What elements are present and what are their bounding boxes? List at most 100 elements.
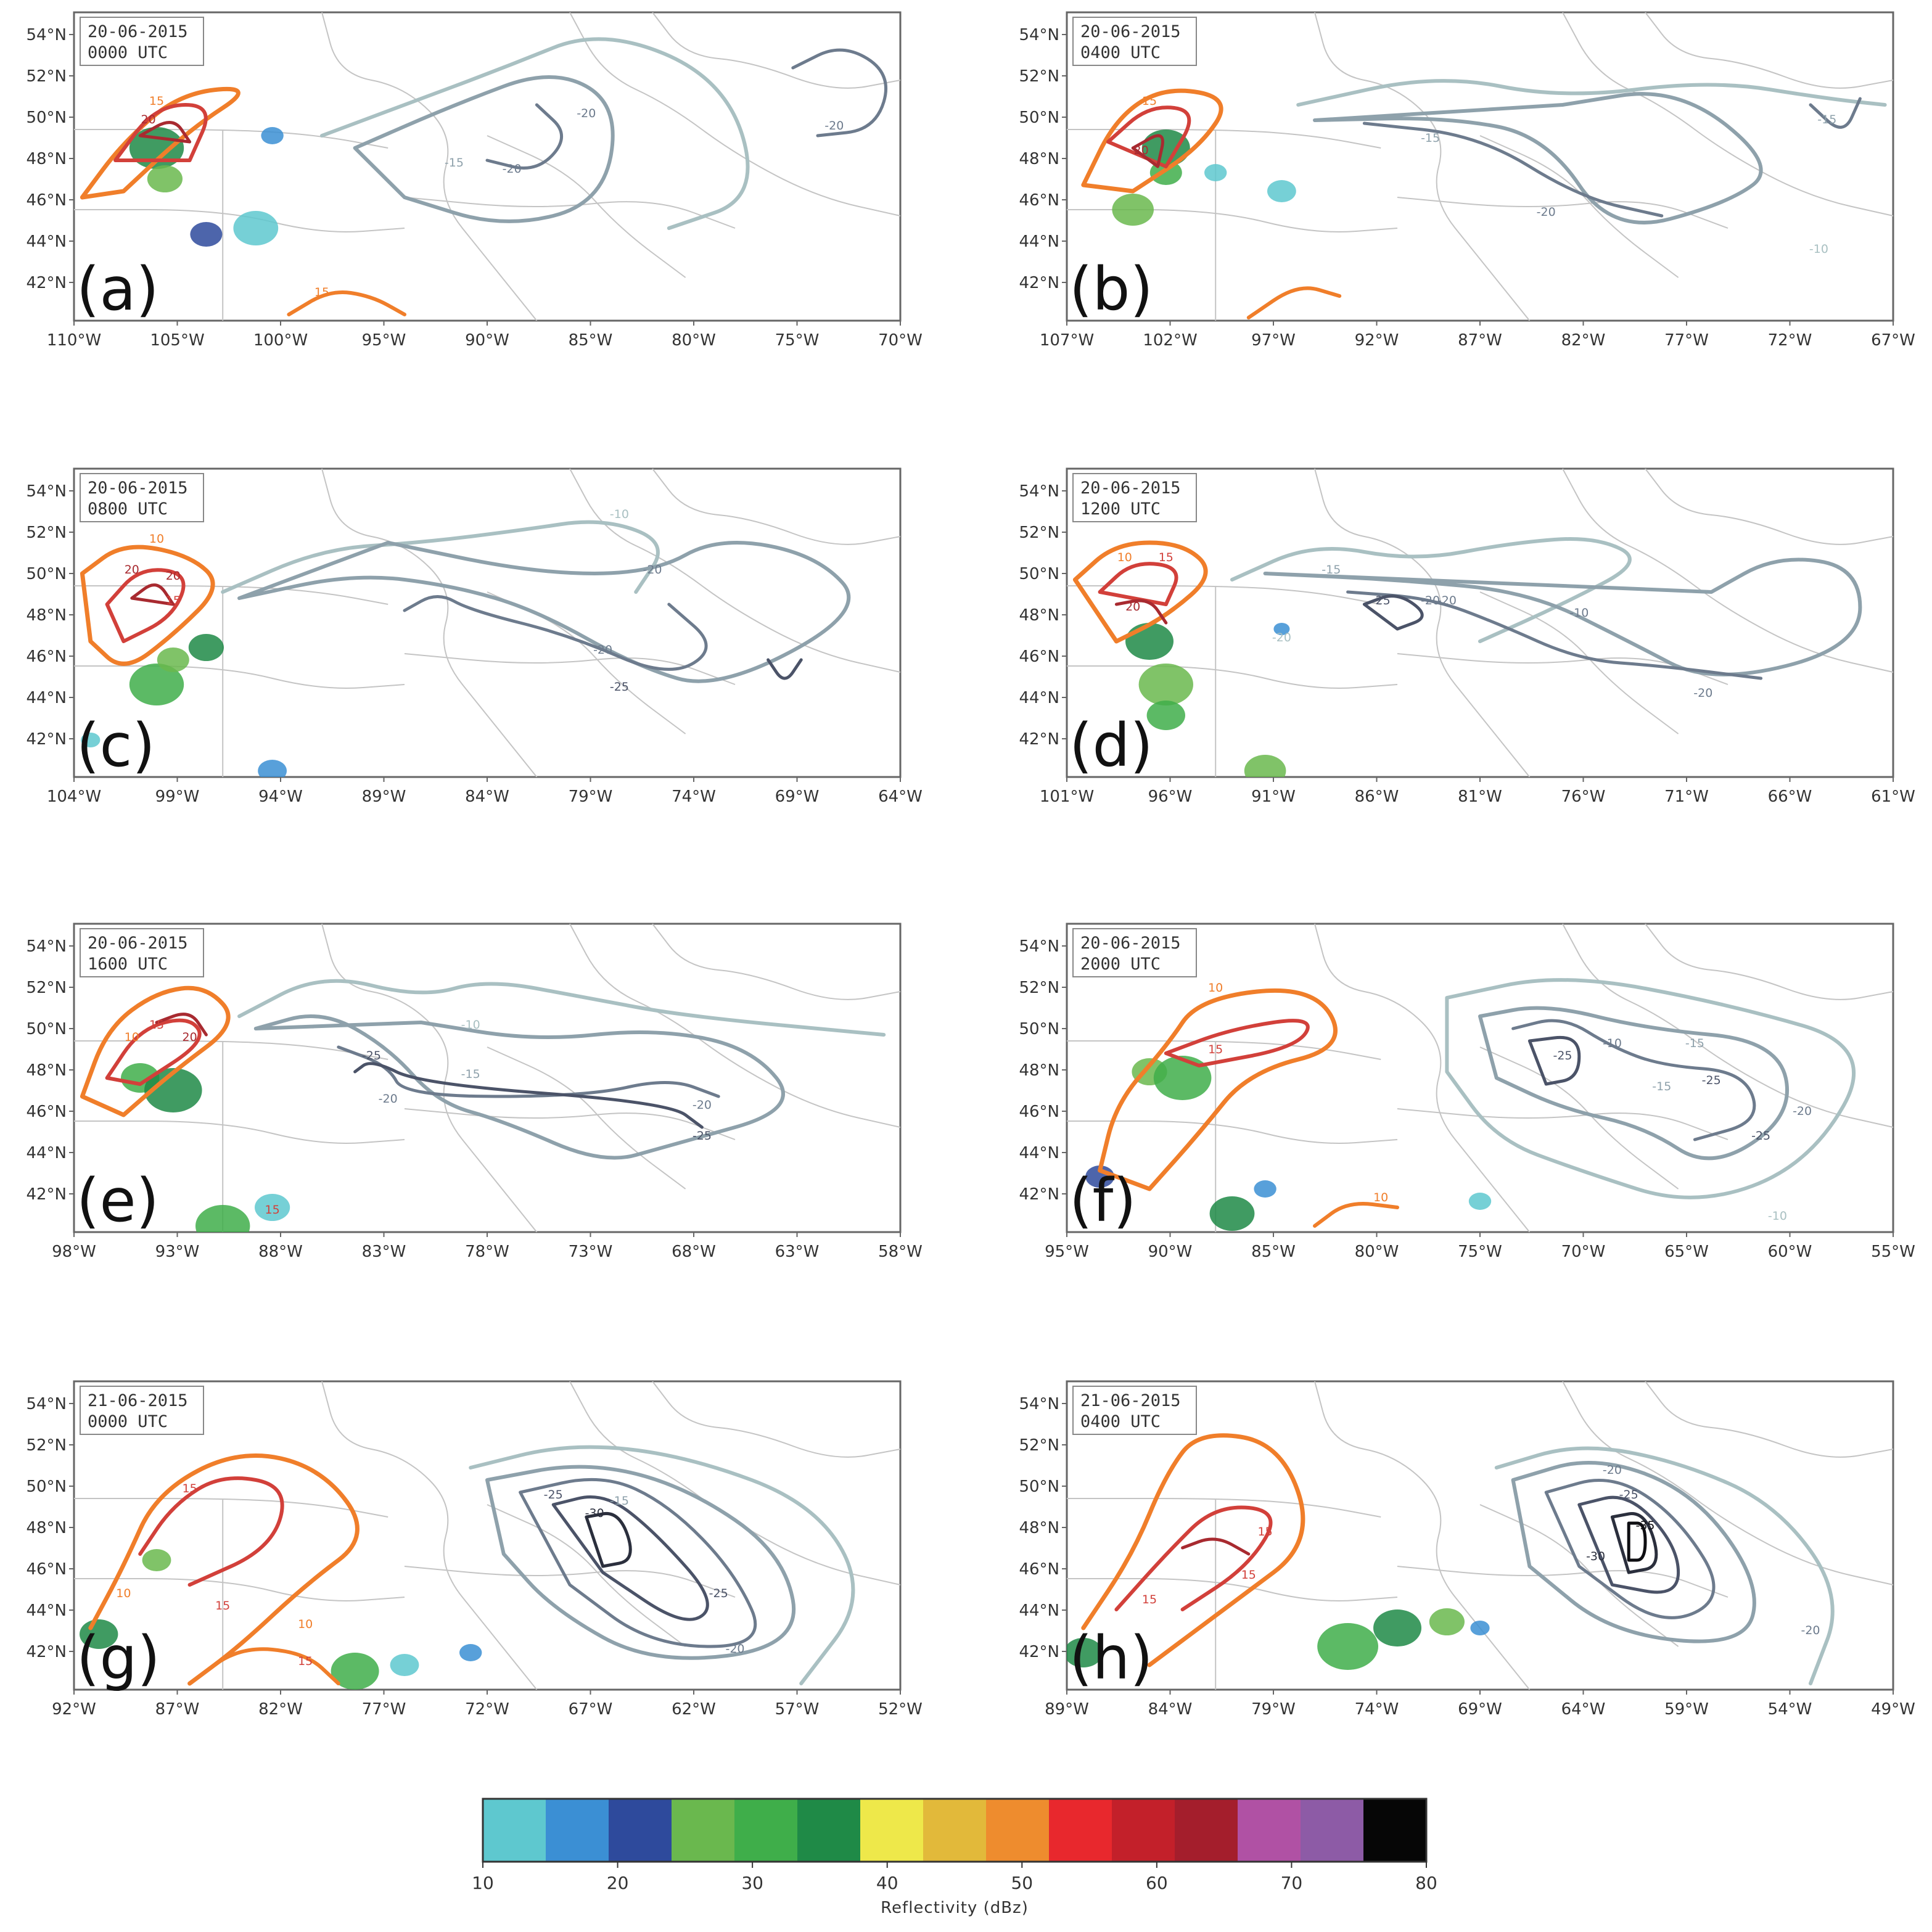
contour-label: -20 xyxy=(725,1642,744,1656)
contour-line xyxy=(469,1445,855,1685)
map-frame xyxy=(1066,467,1894,778)
x-tick-label: 88°W xyxy=(258,1243,303,1261)
x-tick-label: 90°W xyxy=(1148,1243,1193,1261)
timestamp-box xyxy=(80,1386,204,1435)
x-tick-label: 63°W xyxy=(775,1243,820,1261)
contour-line xyxy=(353,1062,704,1129)
y-tick-label: 54°N xyxy=(26,1395,67,1413)
y-tick-label: 50°N xyxy=(26,565,67,583)
border-line xyxy=(1562,12,1893,216)
y-tick-label: 46°N xyxy=(26,647,67,666)
contour-line xyxy=(1511,1019,1756,1141)
timestamp-box xyxy=(80,928,204,977)
radar-echo xyxy=(1254,1180,1276,1198)
colorbar-tick-label: 30 xyxy=(741,1873,763,1893)
map-content: 15 20 -15 -20 -15 -10 xyxy=(1067,12,1893,321)
contour-label: 15 xyxy=(1208,1043,1223,1056)
contour-label: 20 xyxy=(166,569,181,583)
contour-label: -10 xyxy=(1603,1037,1622,1050)
y-tick-label: 48°N xyxy=(1019,1519,1059,1537)
contour-line xyxy=(1577,1495,1680,1594)
border-line xyxy=(652,924,900,1000)
contour-line xyxy=(237,541,851,683)
x-tick-label: 69°W xyxy=(1458,1700,1502,1719)
contour-label: -25 xyxy=(1553,1049,1572,1063)
colorbar-tick-label: 70 xyxy=(1281,1873,1303,1893)
colorbar-cell xyxy=(609,1799,672,1862)
map-frame xyxy=(1066,11,1894,322)
y-tick-label: 42°N xyxy=(26,730,67,749)
colorbar-cell xyxy=(546,1799,609,1862)
x-tick-label: 62°W xyxy=(672,1700,716,1719)
contour-line xyxy=(1098,988,1338,1191)
y-tick-label: 54°N xyxy=(26,26,67,44)
contour-label: -20 xyxy=(1693,686,1712,700)
x-tick-label: 110°W xyxy=(47,331,101,350)
x-tick-label: 93°W xyxy=(155,1243,200,1261)
contour-label: -15 xyxy=(1421,131,1440,145)
contour-line xyxy=(1114,1505,1273,1611)
y-tick-label: 42°N xyxy=(26,274,67,292)
contour-label: 15 xyxy=(166,594,181,607)
border-line xyxy=(1067,1040,1381,1060)
contour-label: -20 xyxy=(1421,594,1440,607)
map-panel-b: 15 20 -15 -20 -15 -10 20-06-2015 0400 UTC (b) 54°… xyxy=(1019,11,1915,350)
x-tick-label: 85°W xyxy=(1251,1243,1296,1261)
y-tick-label: 46°N xyxy=(1019,647,1059,666)
contour-line xyxy=(138,121,192,144)
contour-label: 10 xyxy=(149,532,164,546)
y-tick-label: 46°N xyxy=(26,1560,67,1579)
x-tick-label: 72°W xyxy=(465,1700,509,1719)
y-tick-label: 48°N xyxy=(26,150,67,168)
contour-label: 15 xyxy=(215,1599,230,1613)
contour-label: 15 xyxy=(314,286,329,299)
radar-echo xyxy=(258,760,287,777)
colorbar-cell xyxy=(860,1799,924,1862)
radar-echo xyxy=(1153,1056,1212,1100)
x-tick-label: 64°W xyxy=(878,787,923,806)
x-tick-label: 87°W xyxy=(1458,331,1502,350)
border-line xyxy=(1562,469,1893,673)
contour-label: 15 xyxy=(1142,94,1157,108)
radar-echo xyxy=(1209,1196,1255,1231)
y-tick-label: 44°N xyxy=(26,232,67,251)
y-tick-label: 42°N xyxy=(1019,1643,1059,1661)
contour-label: -10 xyxy=(610,508,629,521)
y-tick-label: 54°N xyxy=(26,937,67,956)
x-tick-label: 84°W xyxy=(1148,1700,1193,1719)
map-frame xyxy=(1066,1380,1894,1691)
map-content: 10 15 -25 -15 -25 -15 -20 -25 -10 10 -10 xyxy=(1067,924,1893,1232)
contour-line xyxy=(1544,1479,1716,1619)
contour-line xyxy=(105,568,186,643)
map-panel-g: 15 15 10 10 15 -25 -30 -15 -25 -20 21-06-2015 0000 … xyxy=(26,1380,923,1719)
y-tick-label: 42°N xyxy=(1019,274,1059,292)
y-tick-label: 42°N xyxy=(1019,730,1059,749)
panel-date: 21-06-2015 xyxy=(88,1391,188,1410)
x-tick-label: 61°W xyxy=(1871,787,1915,806)
border-line xyxy=(569,12,900,216)
contour-line xyxy=(1131,134,1164,168)
y-tick-label: 42°N xyxy=(1019,1185,1059,1204)
contour-label: 20 xyxy=(141,113,156,126)
panel-date: 20-06-2015 xyxy=(1080,22,1181,41)
contour-label: -35 xyxy=(1635,1519,1655,1532)
colorbar-title: Reflectivity (dBz) xyxy=(881,1899,1029,1917)
contour-line xyxy=(1809,97,1862,129)
border-line xyxy=(1645,12,1893,89)
contour-line xyxy=(1627,1521,1647,1562)
border-line xyxy=(1645,924,1893,1000)
contour-label: -20 xyxy=(593,643,612,657)
x-tick-label: 49°W xyxy=(1871,1700,1915,1719)
contour-label: -15 xyxy=(610,1494,629,1508)
contour-label: -10 xyxy=(1768,1209,1787,1223)
contour-label: -20 xyxy=(643,563,662,577)
border-line xyxy=(1397,653,1729,685)
contour-line xyxy=(88,1453,360,1686)
map-panel-h: 15 15 15 -20 -25 -35 -30 -20 21-06-2015 0400 UTC (… xyxy=(1019,1380,1915,1719)
y-tick-label: 52°N xyxy=(26,67,67,86)
x-tick-label: 68°W xyxy=(672,1243,716,1261)
panel-date: 21-06-2015 xyxy=(1080,1391,1181,1410)
border-line xyxy=(74,1040,388,1060)
contour-line xyxy=(1478,1006,1790,1161)
map-panel-f: 10 15 -25 -15 -25 -15 -20 -25 -10 10 -10 20-06-2015… xyxy=(1019,923,1915,1261)
